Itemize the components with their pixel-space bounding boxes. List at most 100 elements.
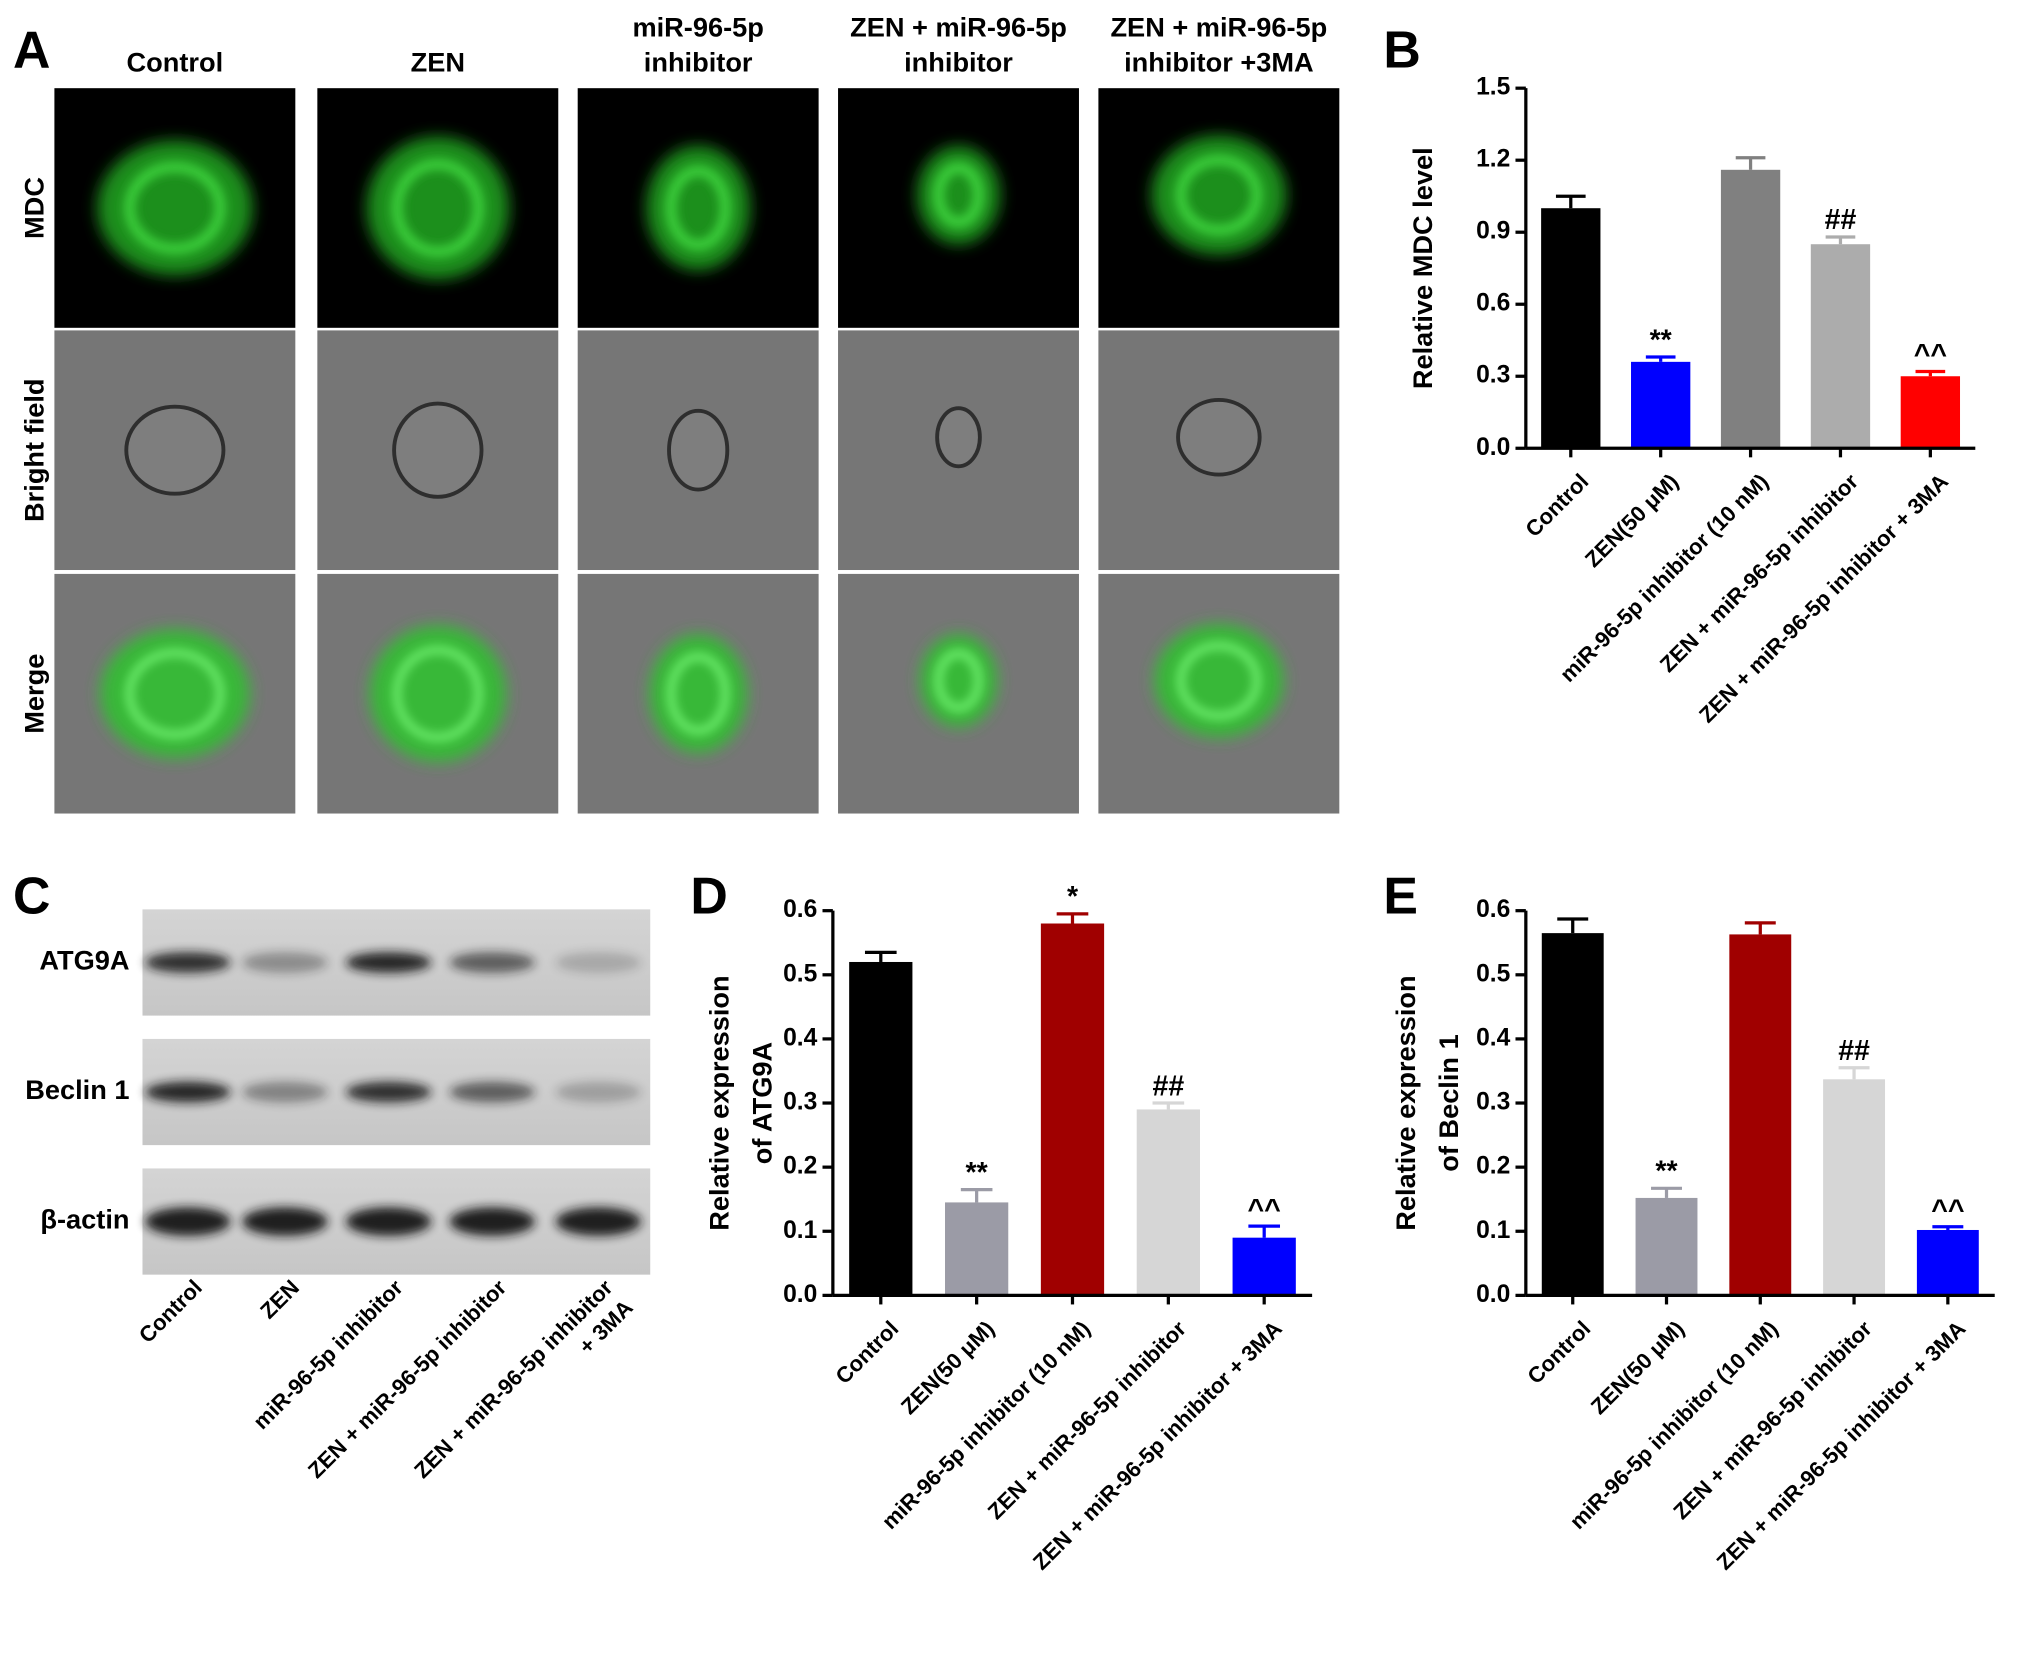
y-tick-label: 0.6 [783, 896, 817, 923]
lane-label-line: ZEN + miR-96-5p inhibitor [409, 1274, 618, 1483]
band [555, 1207, 642, 1236]
lane-label-line: Control [134, 1275, 207, 1348]
column-title-line: ZEN [411, 46, 465, 77]
bar [1729, 934, 1792, 1296]
cell-fluorescence [1154, 623, 1284, 738]
y-tick-label: 0.6 [1476, 896, 1510, 923]
column-title-line: Control [127, 46, 224, 77]
band [345, 952, 432, 973]
column-title: Control [127, 46, 224, 77]
column-title-line: miR-96-5p [632, 11, 763, 42]
band [345, 1081, 432, 1103]
column-title-line: inhibitor [904, 46, 1013, 77]
y-axis-label: of ATG9A [746, 1042, 777, 1164]
band [242, 1081, 328, 1103]
column-title: ZEN + miR-96-5p inhibitor [850, 11, 1067, 77]
y-tick-label: 0.0 [783, 1281, 817, 1308]
x-tick-label: Control [1522, 1316, 1595, 1389]
lane-label-line: ZEN + miR-96-5p inhibitor [303, 1274, 512, 1483]
cell-outline [935, 406, 982, 469]
cell-outline [392, 401, 484, 499]
y-axis-label: Relative MDC level [1407, 147, 1438, 389]
band [145, 1081, 231, 1103]
panel-label: A [13, 20, 50, 78]
cell-ring [933, 162, 984, 228]
lane-label: ZEN + miR-96-5p inhibitor [303, 1274, 512, 1483]
column-title-line: inhibitor [644, 46, 753, 77]
row-label: β-actin [40, 1204, 129, 1235]
significance-mark: ** [1650, 324, 1673, 356]
cell-ring [124, 162, 226, 254]
y-tick-label: 1.5 [1476, 74, 1510, 101]
row-label: MDC [18, 177, 49, 239]
panel-label: D [690, 866, 727, 924]
cell-fluorescence [1151, 135, 1287, 255]
significance-mark: ** [1655, 1156, 1678, 1188]
band [449, 952, 535, 973]
x-tick-label: ZEN + miR-96-5p inhibitor [983, 1316, 1192, 1525]
x-tick-label: Control [830, 1316, 903, 1389]
column-title: miR-96-5p inhibitor [632, 11, 763, 77]
cell-ring [665, 165, 731, 251]
significance-mark: ## [1838, 1035, 1870, 1067]
y-axis-label: of Beclin 1 [1433, 1034, 1464, 1171]
cell-outline [124, 404, 226, 496]
bar [1900, 376, 1961, 449]
lane-label-line: ZEN [255, 1275, 304, 1324]
bar [1541, 933, 1604, 1296]
band [555, 952, 642, 973]
y-tick-label: 0.3 [783, 1089, 817, 1116]
cell-ring [1175, 154, 1263, 236]
lane-label: Control [134, 1275, 207, 1348]
y-tick-label: 0.6 [1476, 290, 1510, 317]
x-tick-label: ZEN(50 μM) [896, 1316, 999, 1419]
x-tick-label: Control [1520, 469, 1593, 542]
bar [1232, 1237, 1296, 1296]
panel-label: C [13, 866, 50, 924]
band [242, 1207, 328, 1236]
significance-mark: ** [966, 1157, 989, 1189]
cell-outline [667, 408, 730, 492]
cell-fluorescence [99, 628, 250, 759]
cell-fluorescence [919, 634, 998, 728]
band [555, 1081, 642, 1103]
lane-label: ZEN + miR-96-5p inhibitor+ 3MA [409, 1274, 638, 1503]
bar [1823, 1079, 1886, 1296]
row-label: Merge [18, 654, 49, 734]
y-axis-label: Relative expression [704, 975, 735, 1230]
y-tick-label: 0.4 [783, 1024, 818, 1051]
y-tick-label: 0.2 [1476, 1153, 1510, 1180]
cell-fluorescence [648, 634, 748, 754]
significance-mark: * [1067, 881, 1079, 913]
cell-ring [1176, 641, 1261, 720]
cell-ring [391, 159, 484, 257]
column-title: ZEN + miR-96-5p inhibitor +3MA [1110, 11, 1327, 77]
cell-fluorescence [917, 145, 1000, 245]
band [145, 952, 231, 973]
y-tick-label: 0.9 [1476, 218, 1510, 245]
significance-mark: ^^ [1914, 339, 1948, 371]
y-tick-label: 0.3 [1476, 1089, 1510, 1116]
band [242, 952, 328, 973]
significance-mark: ## [1152, 1070, 1184, 1102]
cell-ring [934, 649, 983, 712]
cell-ring [125, 649, 225, 739]
cell-fluorescence [646, 145, 750, 271]
bar [1635, 1197, 1698, 1296]
y-tick-label: 0.0 [1476, 434, 1510, 461]
column-title-line: inhibitor +3MA [1124, 46, 1314, 77]
y-tick-label: 0.5 [1476, 960, 1510, 987]
significance-mark: ^^ [1248, 1193, 1282, 1225]
band [345, 1207, 432, 1236]
band [145, 1207, 231, 1236]
bar [1541, 208, 1601, 449]
y-tick-label: 0.1 [783, 1217, 817, 1244]
y-tick-label: 0.4 [1476, 1024, 1511, 1051]
band [449, 1081, 535, 1103]
y-tick-label: 0.2 [783, 1153, 817, 1180]
x-tick-label: ZEN + miR-96-5p inhibitor [1668, 1316, 1877, 1525]
bar [1720, 169, 1781, 449]
column-title-line: ZEN + miR-96-5p [850, 11, 1067, 42]
